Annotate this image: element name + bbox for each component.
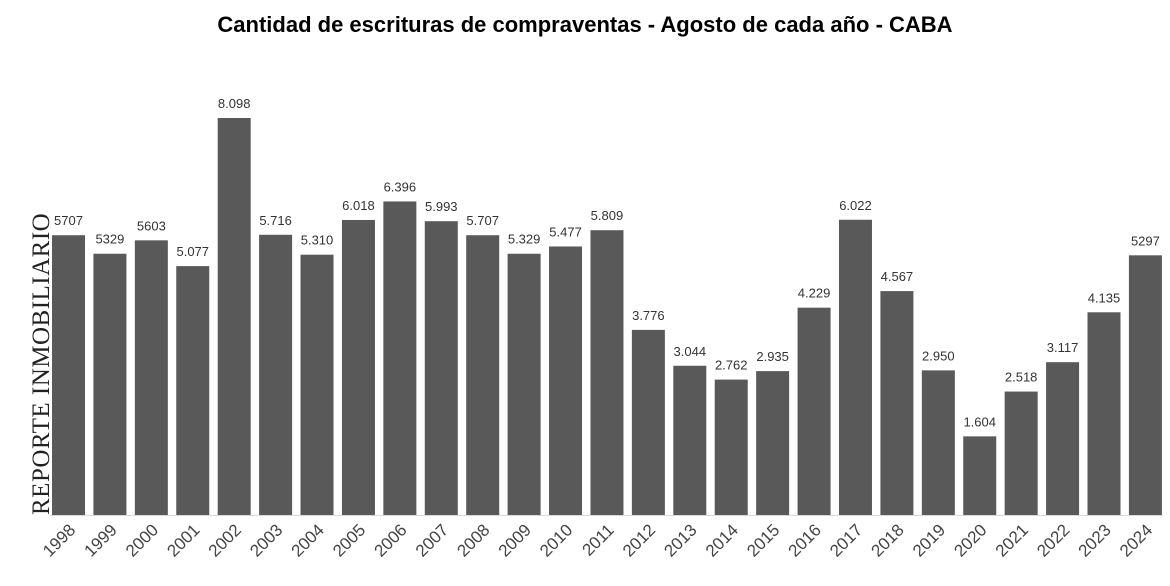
bar-2010 [549, 246, 583, 515]
x-tick-label-2024: 2024 [1116, 520, 1156, 560]
x-tick-label-2012: 2012 [619, 520, 659, 560]
data-label-2022: 3.117 [1047, 340, 1079, 355]
x-tick-label-2004: 2004 [288, 520, 328, 560]
bar-2018 [880, 291, 914, 515]
bar-2002 [217, 118, 251, 515]
x-tick-label-2019: 2019 [909, 520, 949, 560]
bar-2012 [631, 329, 665, 515]
data-label-2021: 2.518 [1005, 370, 1038, 385]
x-tick-label-2003: 2003 [246, 520, 286, 560]
bar-2023 [1087, 312, 1121, 515]
x-tick-label-2006: 2006 [371, 520, 411, 560]
x-tick-label-2021: 2021 [992, 520, 1032, 560]
data-label-2006: 6.396 [384, 179, 417, 194]
x-tick-label-2000: 2000 [122, 520, 162, 560]
bar-1999 [93, 253, 127, 515]
data-label-2002: 8.098 [218, 96, 251, 111]
x-tick-label-2008: 2008 [453, 520, 493, 560]
chart-title: Cantidad de escrituras de compraventas -… [217, 12, 953, 37]
x-tick-label-2016: 2016 [785, 520, 825, 560]
data-label-2024: 5297 [1131, 233, 1160, 248]
bar-2004 [300, 254, 334, 515]
data-label-2019: 2.950 [922, 348, 955, 363]
data-label-2004: 5.310 [301, 233, 334, 248]
data-label-2011: 5.809 [591, 208, 624, 223]
x-tick-label-2017: 2017 [826, 520, 866, 560]
x-tick-label-2002: 2002 [205, 520, 245, 560]
x-tick-label-2001: 2001 [163, 520, 203, 560]
data-label-2018: 4.567 [881, 269, 914, 284]
x-tick-label-2015: 2015 [743, 520, 783, 560]
data-label-1998: 5707 [54, 213, 83, 228]
data-label-2014: 2.762 [715, 358, 748, 373]
bar-2008 [466, 235, 500, 515]
x-tick-label-2009: 2009 [495, 520, 535, 560]
data-label-2008: 5.707 [466, 213, 499, 228]
bar-2000 [134, 240, 168, 515]
bar-2013 [673, 365, 707, 515]
data-label-2013: 3.044 [674, 344, 707, 359]
x-tick-label-2023: 2023 [1075, 520, 1115, 560]
bar-2022 [1046, 362, 1080, 515]
bar-2016 [797, 307, 831, 515]
bar-2005 [341, 219, 375, 515]
bar-2024 [1128, 255, 1162, 515]
data-label-2009: 5.329 [508, 232, 541, 247]
x-tick-label-2005: 2005 [329, 520, 369, 560]
bar-2014 [714, 379, 748, 515]
x-tick-label-2020: 2020 [950, 520, 990, 560]
data-label-2017: 6.022 [839, 198, 872, 213]
data-label-2010: 5.477 [549, 224, 582, 239]
data-label-2020: 1.604 [963, 414, 996, 429]
bar-2009 [507, 253, 541, 515]
data-label-2016: 4.229 [798, 286, 831, 301]
data-label-2000: 5603 [137, 218, 166, 233]
bar-2020 [963, 436, 997, 515]
data-label-2012: 3.776 [632, 308, 665, 323]
bar-2021 [1004, 391, 1038, 515]
x-tick-label-2014: 2014 [702, 520, 742, 560]
x-tick-label-1999: 1999 [81, 520, 121, 560]
data-label-2015: 2.935 [756, 349, 789, 364]
bar-2017 [838, 219, 872, 515]
data-label-2001: 5.077 [176, 244, 209, 259]
data-label-2003: 5.716 [259, 213, 292, 228]
x-tick-label-2022: 2022 [1033, 520, 1073, 560]
bar-2006 [383, 201, 417, 515]
x-tick-label-2010: 2010 [536, 520, 576, 560]
bar-1998 [52, 235, 85, 515]
x-tick-label-2007: 2007 [412, 520, 452, 560]
bar-2007 [424, 221, 458, 515]
x-tick-label-2018: 2018 [868, 520, 908, 560]
bar-2015 [756, 371, 790, 515]
bar-2019 [921, 370, 955, 515]
x-tick-label-1998: 1998 [39, 520, 79, 560]
data-label-1999: 5329 [95, 232, 124, 247]
data-label-2023: 4.135 [1088, 290, 1121, 305]
data-label-2005: 6.018 [342, 198, 375, 213]
x-tick-label-2013: 2013 [660, 520, 700, 560]
x-tick-label-2011: 2011 [578, 520, 617, 559]
data-label-2007: 5.993 [425, 199, 458, 214]
bar-2011 [590, 230, 624, 515]
bar-2003 [259, 234, 293, 515]
bar-2001 [176, 266, 210, 515]
